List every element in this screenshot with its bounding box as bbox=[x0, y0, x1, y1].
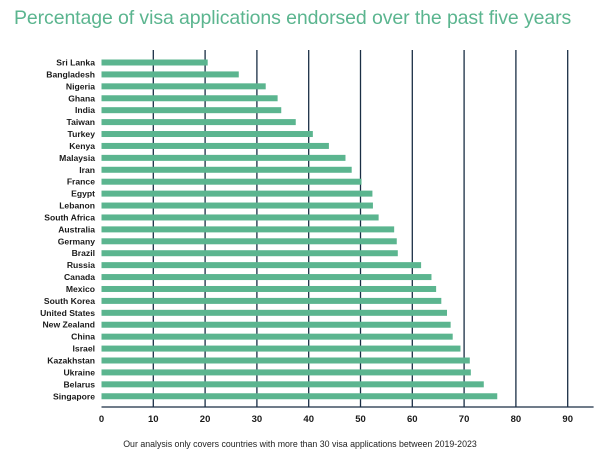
category-label: Egypt bbox=[71, 189, 95, 199]
x-tick-label: 60 bbox=[407, 414, 418, 425]
x-tick-label: 30 bbox=[252, 414, 263, 425]
category-label: Israel bbox=[73, 344, 95, 354]
bar bbox=[101, 285, 437, 292]
bar bbox=[101, 297, 442, 304]
category-label: Russia bbox=[67, 260, 95, 270]
bar bbox=[101, 369, 471, 376]
bar bbox=[101, 381, 484, 388]
category-label: Ghana bbox=[68, 93, 95, 103]
x-tick-label: 0 bbox=[99, 414, 104, 425]
bar bbox=[101, 131, 313, 138]
category-label: Australia bbox=[58, 224, 95, 234]
bar bbox=[101, 250, 398, 257]
category-label: Taiwan bbox=[67, 117, 96, 127]
bar bbox=[101, 321, 451, 328]
bar bbox=[101, 119, 296, 126]
category-label: New Zealand bbox=[42, 320, 95, 330]
category-label: China bbox=[71, 332, 95, 342]
x-tick-label: 20 bbox=[200, 414, 211, 425]
category-label: India bbox=[75, 105, 95, 115]
bar bbox=[101, 226, 395, 233]
bar bbox=[101, 190, 373, 197]
category-label: South Korea bbox=[44, 296, 95, 306]
category-label: United States bbox=[40, 308, 95, 318]
bar bbox=[101, 83, 266, 90]
category-label: Singapore bbox=[53, 391, 95, 401]
bar bbox=[101, 166, 352, 173]
bar bbox=[101, 59, 208, 66]
x-tick-label: 90 bbox=[562, 414, 573, 425]
bar bbox=[101, 262, 422, 269]
category-label: Germany bbox=[58, 236, 95, 246]
x-tick-labels: 0 10 20 30 40 50 60 70 80 90 bbox=[99, 414, 573, 425]
category-label: Lebanon bbox=[59, 201, 95, 211]
category-label: Canada bbox=[64, 272, 95, 282]
x-tick-label: 40 bbox=[303, 414, 314, 425]
category-label: Ukraine bbox=[63, 367, 95, 377]
bar bbox=[101, 214, 379, 221]
bar bbox=[101, 357, 470, 364]
chart-title: Percentage of visa applications endorsed… bbox=[14, 7, 572, 29]
x-tick-label: 50 bbox=[355, 414, 366, 425]
category-label: Nigeria bbox=[66, 81, 95, 91]
category-label: Sri Lanka bbox=[56, 58, 95, 68]
bar bbox=[101, 142, 329, 149]
category-label: Bangladesh bbox=[46, 69, 95, 79]
category-label: France bbox=[67, 177, 95, 187]
x-tick-label: 80 bbox=[511, 414, 522, 425]
category-label: Kenya bbox=[69, 141, 95, 151]
category-label: Belarus bbox=[63, 379, 95, 389]
bar bbox=[101, 333, 453, 340]
bar bbox=[101, 238, 397, 245]
bar bbox=[101, 71, 239, 78]
footnote: Our analysis only covers countries with … bbox=[123, 439, 477, 449]
bar bbox=[101, 309, 448, 316]
bar bbox=[101, 107, 282, 114]
bar bbox=[101, 178, 362, 185]
bar bbox=[101, 393, 498, 400]
x-tick-label: 10 bbox=[148, 414, 159, 425]
bar bbox=[101, 154, 346, 161]
bar bbox=[101, 274, 432, 281]
category-label: Iran bbox=[79, 165, 95, 175]
bar bbox=[101, 202, 373, 209]
category-label: South Africa bbox=[44, 212, 95, 222]
category-label: Mexico bbox=[66, 284, 95, 294]
bars bbox=[101, 59, 498, 400]
x-tick-label: 70 bbox=[459, 414, 470, 425]
category-label: Kazakhstan bbox=[47, 356, 95, 366]
category-label: Brazil bbox=[72, 248, 95, 258]
bar bbox=[101, 95, 278, 102]
category-label: Malaysia bbox=[59, 153, 95, 163]
category-label: Turkey bbox=[67, 129, 95, 139]
bar bbox=[101, 345, 461, 352]
